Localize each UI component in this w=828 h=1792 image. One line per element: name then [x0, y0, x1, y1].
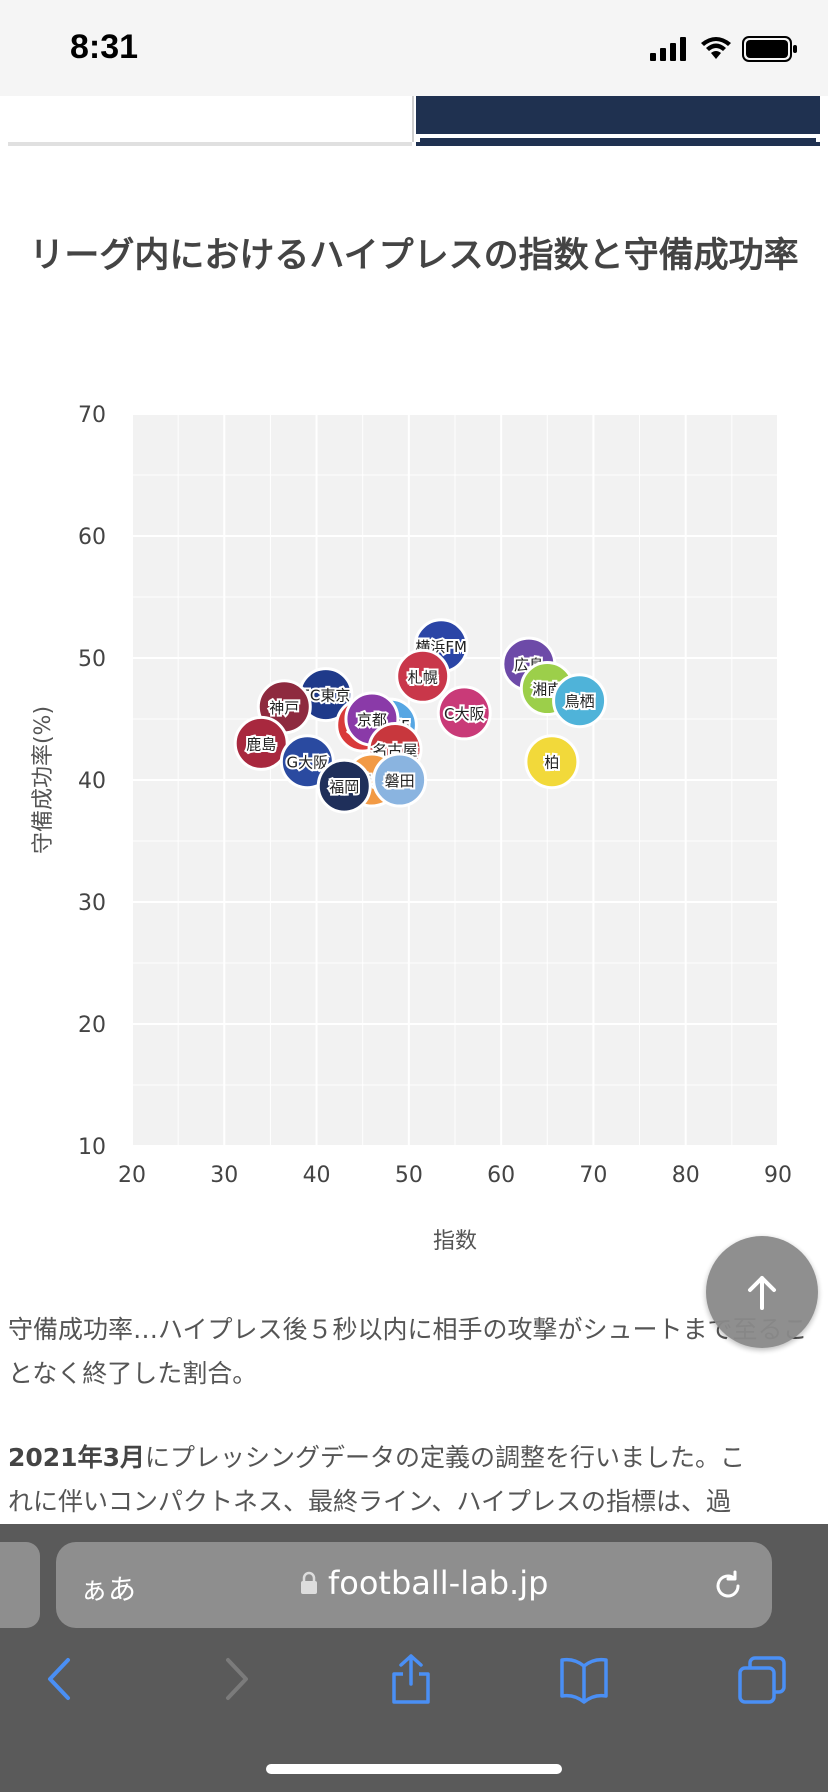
book-icon[interactable]: [558, 1652, 610, 1706]
point-label: 京都: [357, 711, 387, 729]
tab-right-active[interactable]: [416, 96, 820, 138]
point-label: 柏: [544, 754, 559, 772]
wifi-icon: [701, 37, 731, 59]
data-point[interactable]: 福岡: [316, 758, 372, 814]
definition-note: 守備成功率…ハイプレス後５秒以内に相手の攻撃がシュートまで至ることなく終了した割…: [8, 1315, 808, 1388]
point-label: 札幌: [408, 668, 438, 686]
point-label: 磐田: [385, 772, 415, 790]
point-label: 鹿島: [246, 735, 276, 753]
x-axis-label: 指数: [433, 1229, 477, 1254]
x-tick-label: 70: [579, 1163, 607, 1188]
point-label: 福岡: [329, 778, 359, 796]
data-point[interactable]: 鹿島: [233, 715, 289, 771]
tab-left[interactable]: [8, 96, 412, 146]
y-tick-label: 50: [78, 647, 106, 672]
point-marker: [395, 648, 451, 704]
point-label: G大阪: [287, 754, 329, 772]
tab-strip: [0, 96, 828, 156]
chart-title: リーグ内におけるハイプレスの指数と守備成功率: [29, 236, 799, 276]
y-tick-label: 70: [78, 403, 106, 428]
status-icons: [650, 36, 798, 62]
arrow-up-icon: [748, 1276, 776, 1310]
lock-icon: [301, 1571, 317, 1594]
battery-icon: [742, 36, 797, 62]
url-display[interactable]: football-lab.jp: [300, 1564, 548, 1602]
y-tick-label: 10: [78, 1135, 106, 1160]
reload-icon[interactable]: [710, 1568, 746, 1604]
data-point[interactable]: FC東京: [298, 667, 354, 723]
y-axis-label: 守備成功率(%): [31, 706, 56, 854]
status-bar: 8:31: [0, 0, 828, 96]
x-tick-label: 90: [764, 1163, 792, 1188]
adjustment-text-2: れに伴いコンパクトネス、最終ライン、ハイプレスの指標は、過: [8, 1487, 732, 1516]
address-bar[interactable]: [56, 1542, 772, 1628]
point-label: FC東京: [301, 687, 350, 705]
scroll-top-button[interactable]: [706, 1236, 818, 1348]
adjustment-date: 2021年3月: [8, 1443, 145, 1472]
home-indicator: [266, 1764, 562, 1774]
point-marker: [316, 758, 372, 814]
x-tick-label: 40: [303, 1163, 331, 1188]
data-point[interactable]: 札幌: [395, 648, 451, 704]
share-icon[interactable]: [386, 1652, 436, 1706]
data-point[interactable]: C大阪: [436, 685, 492, 741]
data-point[interactable]: 鳥栖: [552, 673, 608, 729]
adjustment-text-1: にプレッシングデータの定義の調整を行いました。こ: [144, 1443, 745, 1472]
x-tick-label: 20: [118, 1163, 146, 1188]
point-marker: [552, 673, 608, 729]
data-point[interactable]: 柏: [524, 734, 580, 790]
chevron-left-icon[interactable]: [40, 1652, 80, 1706]
tabs-icon[interactable]: [736, 1652, 788, 1706]
y-tick-label: 60: [78, 525, 106, 550]
x-tick-label: 80: [672, 1163, 700, 1188]
previous-tab-preview[interactable]: [0, 1542, 40, 1628]
url-text: football-lab.jp: [328, 1564, 549, 1602]
signal-icon: [650, 37, 686, 61]
data-point[interactable]: 磐田: [372, 752, 428, 808]
point-marker: [436, 685, 492, 741]
tab-active-underline: [416, 142, 820, 146]
point-label: 鳥栖: [565, 693, 595, 711]
y-tick-label: 30: [78, 891, 106, 916]
adjustment-note: 2021年3月にプレッシングデータの定義の調整を行いました。こ れに伴いコンパク…: [8, 1436, 818, 1524]
y-tick-label: 20: [78, 1013, 106, 1038]
point-label: 神戸: [269, 699, 299, 717]
status-time: 8:31: [70, 28, 139, 66]
point-marker: [524, 734, 580, 790]
reader-settings-button[interactable]: ぁあ: [80, 1573, 137, 1606]
x-tick-label: 30: [210, 1163, 238, 1188]
chevron-right-icon[interactable]: [216, 1652, 256, 1706]
y-tick-label: 40: [78, 769, 106, 794]
point-label: C大阪: [444, 705, 484, 723]
tab-divider: [412, 96, 414, 142]
x-tick-label: 50: [395, 1163, 423, 1188]
x-tick-label: 60: [487, 1163, 515, 1188]
point-marker: [372, 752, 428, 808]
